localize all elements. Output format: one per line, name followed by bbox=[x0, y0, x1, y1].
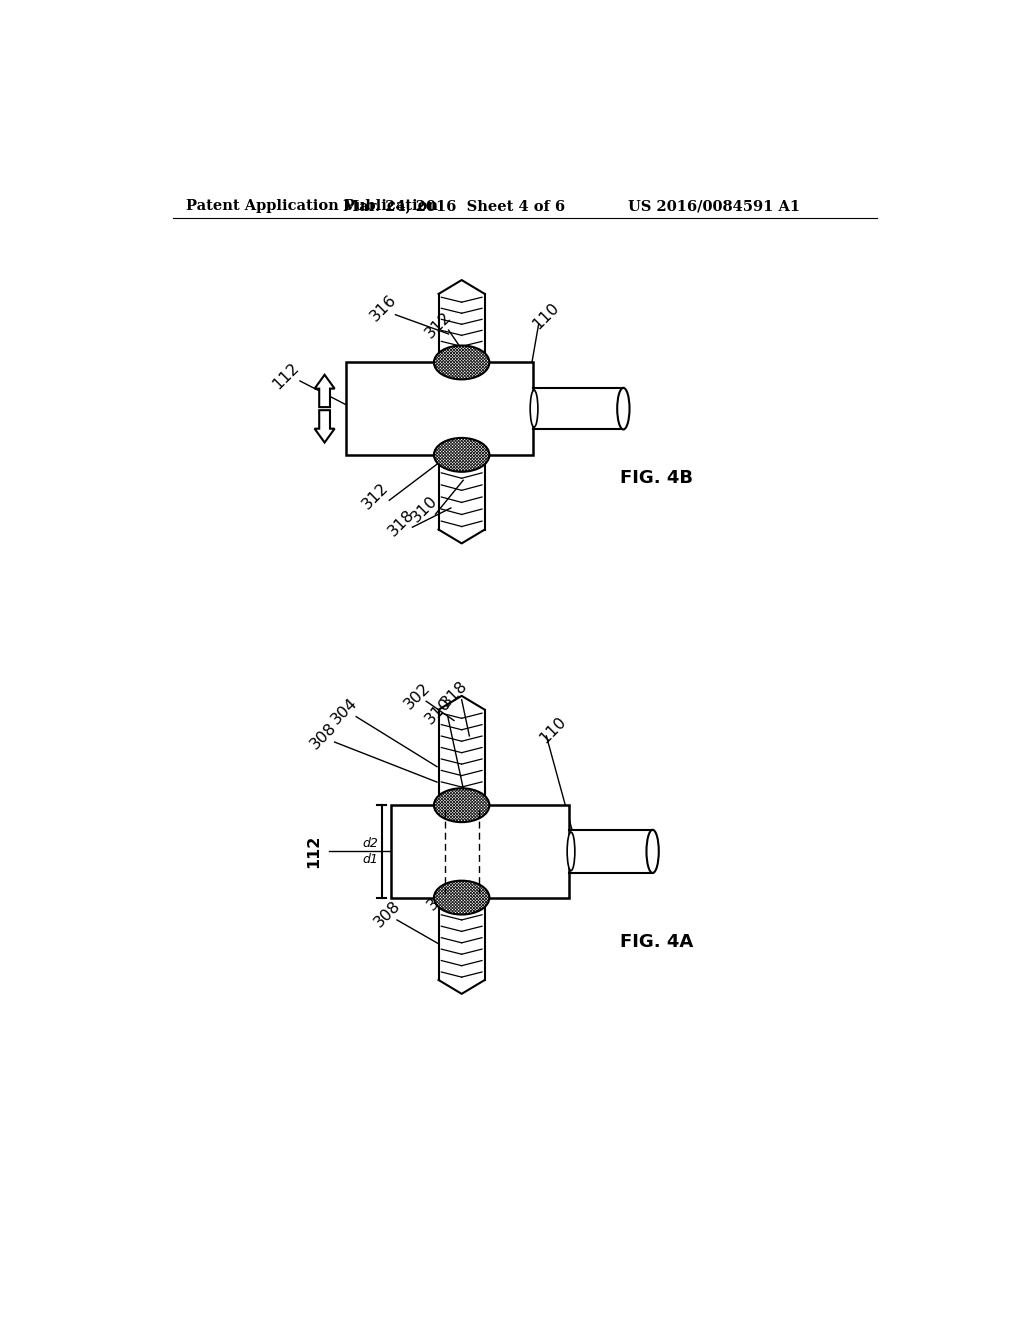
Bar bbox=[438, 896, 484, 994]
Text: 306: 306 bbox=[424, 882, 456, 913]
Text: Patent Application Publication: Patent Application Publication bbox=[186, 199, 438, 213]
Bar bbox=[391, 805, 569, 898]
Ellipse shape bbox=[434, 438, 489, 471]
Ellipse shape bbox=[617, 388, 630, 429]
Ellipse shape bbox=[434, 346, 489, 379]
Text: 318: 318 bbox=[385, 507, 418, 539]
Text: 310: 310 bbox=[409, 492, 440, 525]
Text: 308: 308 bbox=[307, 719, 339, 752]
Text: Mar. 24, 2016  Sheet 4 of 6: Mar. 24, 2016 Sheet 4 of 6 bbox=[343, 199, 565, 213]
Text: 112: 112 bbox=[306, 834, 322, 869]
Ellipse shape bbox=[567, 832, 574, 871]
Bar bbox=[438, 453, 484, 544]
Text: d2: d2 bbox=[362, 837, 379, 850]
Text: 112: 112 bbox=[270, 360, 302, 392]
Bar bbox=[569, 830, 652, 873]
Text: US 2016/0084591 A1: US 2016/0084591 A1 bbox=[629, 199, 801, 213]
Text: 312: 312 bbox=[359, 479, 391, 512]
Text: 310: 310 bbox=[423, 696, 455, 727]
Bar bbox=[438, 696, 484, 805]
Ellipse shape bbox=[434, 788, 489, 822]
Bar bbox=[532, 388, 624, 429]
Text: FIG. 4A: FIG. 4A bbox=[621, 933, 693, 952]
Text: d1: d1 bbox=[362, 853, 379, 866]
FancyArrow shape bbox=[314, 411, 335, 442]
Bar bbox=[438, 280, 484, 364]
Text: FIG. 4B: FIG. 4B bbox=[621, 469, 693, 487]
Text: 316: 316 bbox=[367, 293, 399, 325]
Text: 308: 308 bbox=[371, 899, 403, 931]
FancyArrow shape bbox=[314, 375, 335, 407]
Text: 110: 110 bbox=[530, 300, 562, 333]
Ellipse shape bbox=[646, 830, 658, 873]
Text: 304: 304 bbox=[329, 696, 360, 727]
Text: 318: 318 bbox=[438, 677, 470, 710]
Ellipse shape bbox=[434, 880, 489, 915]
Text: 312: 312 bbox=[423, 309, 455, 341]
Bar bbox=[346, 363, 532, 455]
Text: 110: 110 bbox=[537, 714, 568, 746]
Text: 302: 302 bbox=[401, 680, 434, 711]
Ellipse shape bbox=[530, 391, 538, 428]
